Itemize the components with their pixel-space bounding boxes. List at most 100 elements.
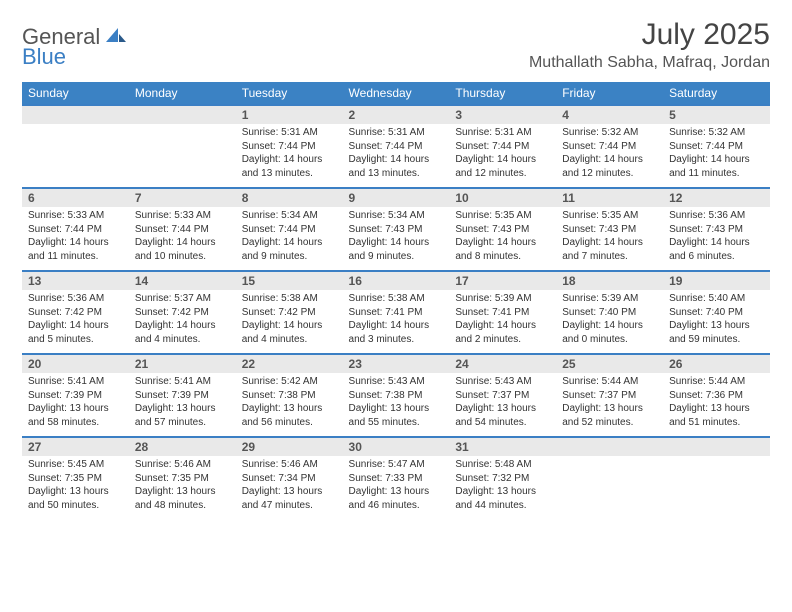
sunrise-line: Sunrise: 5:47 AM xyxy=(349,458,444,472)
daylight-line: Daylight: 13 hours and 55 minutes. xyxy=(349,402,444,429)
sunset-line: Sunset: 7:42 PM xyxy=(28,306,123,320)
sunset-line: Sunset: 7:32 PM xyxy=(455,472,550,486)
daylight-line: Daylight: 13 hours and 47 minutes. xyxy=(242,485,337,512)
day-content-cell: Sunrise: 5:39 AMSunset: 7:41 PMDaylight:… xyxy=(449,290,556,354)
sunrise-line: Sunrise: 5:40 AM xyxy=(669,292,764,306)
sunrise-line: Sunrise: 5:43 AM xyxy=(455,375,550,389)
sunset-line: Sunset: 7:44 PM xyxy=(242,140,337,154)
daylight-line: Daylight: 13 hours and 50 minutes. xyxy=(28,485,123,512)
sunset-line: Sunset: 7:35 PM xyxy=(135,472,230,486)
sunrise-line: Sunrise: 5:34 AM xyxy=(349,209,444,223)
daynum-cell: 11 xyxy=(556,188,663,207)
sunset-line: Sunset: 7:43 PM xyxy=(669,223,764,237)
dh-thu: Thursday xyxy=(449,82,556,105)
dh-sat: Saturday xyxy=(663,82,770,105)
week-2-content-row: Sunrise: 5:36 AMSunset: 7:42 PMDaylight:… xyxy=(22,290,770,354)
sunrise-line: Sunrise: 5:31 AM xyxy=(349,126,444,140)
daylight-line: Daylight: 14 hours and 5 minutes. xyxy=(28,319,123,346)
daylight-line: Daylight: 14 hours and 13 minutes. xyxy=(242,153,337,180)
day-header-row: Sunday Monday Tuesday Wednesday Thursday… xyxy=(22,82,770,105)
dh-sun: Sunday xyxy=(22,82,129,105)
daynum-cell: 25 xyxy=(556,354,663,373)
daynum-cell: 24 xyxy=(449,354,556,373)
day-content-cell: Sunrise: 5:32 AMSunset: 7:44 PMDaylight:… xyxy=(663,124,770,188)
week-2-daynum-row: 13141516171819 xyxy=(22,271,770,290)
week-4-daynum-row: 2728293031 xyxy=(22,437,770,456)
day-content-cell: Sunrise: 5:44 AMSunset: 7:36 PMDaylight:… xyxy=(663,373,770,437)
daylight-line: Daylight: 14 hours and 9 minutes. xyxy=(349,236,444,263)
month-title: July 2025 xyxy=(529,18,770,52)
daynum-cell: 7 xyxy=(129,188,236,207)
day-content-cell: Sunrise: 5:31 AMSunset: 7:44 PMDaylight:… xyxy=(236,124,343,188)
sunset-line: Sunset: 7:34 PM xyxy=(242,472,337,486)
daylight-line: Daylight: 14 hours and 9 minutes. xyxy=(242,236,337,263)
sunset-line: Sunset: 7:44 PM xyxy=(349,140,444,154)
week-0-daynum-row: 12345 xyxy=(22,105,770,124)
calendar-table: Sunday Monday Tuesday Wednesday Thursday… xyxy=(22,82,770,520)
day-content-cell: Sunrise: 5:37 AMSunset: 7:42 PMDaylight:… xyxy=(129,290,236,354)
daynum-cell: 17 xyxy=(449,271,556,290)
sunset-line: Sunset: 7:44 PM xyxy=(242,223,337,237)
daynum-cell xyxy=(556,437,663,456)
sunrise-line: Sunrise: 5:36 AM xyxy=(28,292,123,306)
day-content-cell: Sunrise: 5:34 AMSunset: 7:43 PMDaylight:… xyxy=(343,207,450,271)
sunset-line: Sunset: 7:38 PM xyxy=(242,389,337,403)
daynum-cell: 9 xyxy=(343,188,450,207)
sunrise-line: Sunrise: 5:45 AM xyxy=(28,458,123,472)
sunrise-line: Sunrise: 5:35 AM xyxy=(562,209,657,223)
dh-fri: Friday xyxy=(556,82,663,105)
day-content-cell: Sunrise: 5:36 AMSunset: 7:42 PMDaylight:… xyxy=(22,290,129,354)
day-content-cell: Sunrise: 5:41 AMSunset: 7:39 PMDaylight:… xyxy=(129,373,236,437)
daylight-line: Daylight: 14 hours and 11 minutes. xyxy=(669,153,764,180)
daylight-line: Daylight: 13 hours and 52 minutes. xyxy=(562,402,657,429)
sunrise-line: Sunrise: 5:35 AM xyxy=(455,209,550,223)
sunset-line: Sunset: 7:42 PM xyxy=(242,306,337,320)
sunset-line: Sunset: 7:44 PM xyxy=(669,140,764,154)
day-content-cell xyxy=(663,456,770,520)
daylight-line: Daylight: 13 hours and 48 minutes. xyxy=(135,485,230,512)
sunrise-line: Sunrise: 5:37 AM xyxy=(135,292,230,306)
daynum-cell: 2 xyxy=(343,105,450,124)
daynum-cell: 23 xyxy=(343,354,450,373)
daylight-line: Daylight: 14 hours and 2 minutes. xyxy=(455,319,550,346)
daylight-line: Daylight: 13 hours and 56 minutes. xyxy=(242,402,337,429)
day-content-cell: Sunrise: 5:42 AMSunset: 7:38 PMDaylight:… xyxy=(236,373,343,437)
day-content-cell: Sunrise: 5:47 AMSunset: 7:33 PMDaylight:… xyxy=(343,456,450,520)
sunrise-line: Sunrise: 5:32 AM xyxy=(669,126,764,140)
dh-tue: Tuesday xyxy=(236,82,343,105)
daylight-line: Daylight: 14 hours and 7 minutes. xyxy=(562,236,657,263)
daylight-line: Daylight: 14 hours and 0 minutes. xyxy=(562,319,657,346)
daylight-line: Daylight: 13 hours and 59 minutes. xyxy=(669,319,764,346)
sunset-line: Sunset: 7:38 PM xyxy=(349,389,444,403)
daylight-line: Daylight: 13 hours and 54 minutes. xyxy=(455,402,550,429)
daylight-line: Daylight: 13 hours and 51 minutes. xyxy=(669,402,764,429)
day-content-cell: Sunrise: 5:32 AMSunset: 7:44 PMDaylight:… xyxy=(556,124,663,188)
daynum-cell: 18 xyxy=(556,271,663,290)
sunset-line: Sunset: 7:40 PM xyxy=(562,306,657,320)
sunrise-line: Sunrise: 5:42 AM xyxy=(242,375,337,389)
daynum-cell: 26 xyxy=(663,354,770,373)
week-4-content-row: Sunrise: 5:45 AMSunset: 7:35 PMDaylight:… xyxy=(22,456,770,520)
daynum-cell: 5 xyxy=(663,105,770,124)
title-block: July 2025 Muthallath Sabha, Mafraq, Jord… xyxy=(529,18,770,72)
dh-wed: Wednesday xyxy=(343,82,450,105)
sunset-line: Sunset: 7:43 PM xyxy=(562,223,657,237)
day-content-cell: Sunrise: 5:33 AMSunset: 7:44 PMDaylight:… xyxy=(22,207,129,271)
daynum-cell: 28 xyxy=(129,437,236,456)
sunset-line: Sunset: 7:41 PM xyxy=(349,306,444,320)
sunrise-line: Sunrise: 5:31 AM xyxy=(455,126,550,140)
sunrise-line: Sunrise: 5:39 AM xyxy=(455,292,550,306)
sunrise-line: Sunrise: 5:38 AM xyxy=(349,292,444,306)
day-content-cell: Sunrise: 5:44 AMSunset: 7:37 PMDaylight:… xyxy=(556,373,663,437)
daynum-cell xyxy=(22,105,129,124)
daylight-line: Daylight: 14 hours and 12 minutes. xyxy=(455,153,550,180)
day-content-cell: Sunrise: 5:35 AMSunset: 7:43 PMDaylight:… xyxy=(449,207,556,271)
sunset-line: Sunset: 7:42 PM xyxy=(135,306,230,320)
sunrise-line: Sunrise: 5:48 AM xyxy=(455,458,550,472)
calendar-body: 12345Sunrise: 5:31 AMSunset: 7:44 PMDayl… xyxy=(22,105,770,520)
daynum-cell: 20 xyxy=(22,354,129,373)
daynum-cell: 10 xyxy=(449,188,556,207)
day-content-cell: Sunrise: 5:43 AMSunset: 7:37 PMDaylight:… xyxy=(449,373,556,437)
daylight-line: Daylight: 13 hours and 46 minutes. xyxy=(349,485,444,512)
week-0-content-row: Sunrise: 5:31 AMSunset: 7:44 PMDaylight:… xyxy=(22,124,770,188)
